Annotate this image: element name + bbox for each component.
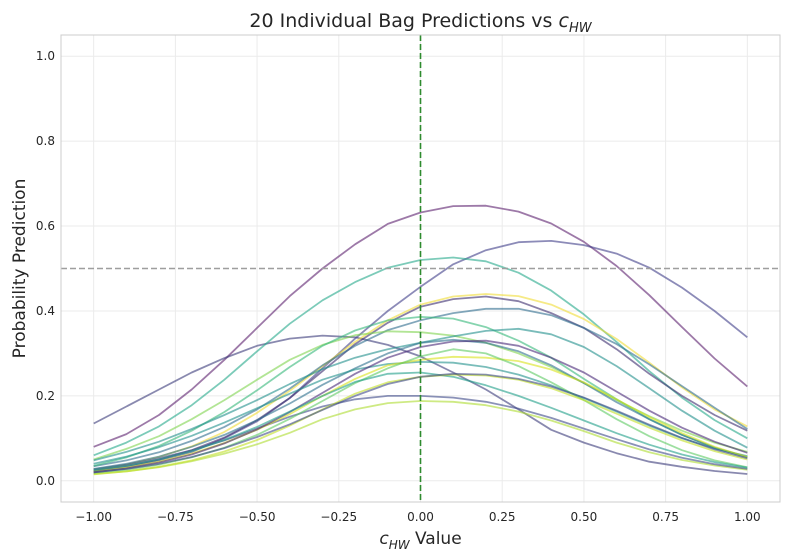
- x-tick-label: 0.00: [407, 510, 434, 524]
- x-tick-label: 1.00: [734, 510, 761, 524]
- x-tick-label: 0.75: [652, 510, 679, 524]
- x-tick-labels: −1.00 −0.75 −0.50 −0.25 0.00 0.25 0.50 0.75 1.00: [75, 510, 760, 524]
- y-tick-label: 0.2: [36, 389, 55, 403]
- x-axis-title: cHW Value: [379, 529, 461, 552]
- series-line-20: [93, 372, 748, 474]
- series-line-7: [93, 307, 748, 468]
- y-tick-labels: 0.0 0.2 0.4 0.6 0.8 1.0: [36, 49, 55, 488]
- y-tick-label: 0.4: [36, 304, 55, 318]
- x-tick-label: −0.25: [320, 510, 357, 524]
- x-tick-label: −0.75: [157, 510, 194, 524]
- y-axis-title: Probability Prediction: [10, 179, 30, 359]
- x-tick-label: −1.00: [75, 510, 112, 524]
- plot-frame: [60, 34, 781, 503]
- x-tick-label: −0.50: [239, 510, 276, 524]
- y-tick-label: 0.6: [36, 219, 55, 233]
- y-tick-label: 1.0: [36, 49, 55, 63]
- chart-title: 20 Individual Bag Predictions vs cHW: [249, 10, 592, 36]
- y-tick-label: 0.8: [36, 134, 55, 148]
- y-tick-label: 0.0: [36, 474, 55, 488]
- series-line-5: [93, 293, 748, 471]
- series-line-1: [93, 204, 748, 448]
- x-tick-label: 0.50: [571, 510, 598, 524]
- reference-lines: [61, 35, 780, 502]
- x-tick-label: 0.25: [489, 510, 516, 524]
